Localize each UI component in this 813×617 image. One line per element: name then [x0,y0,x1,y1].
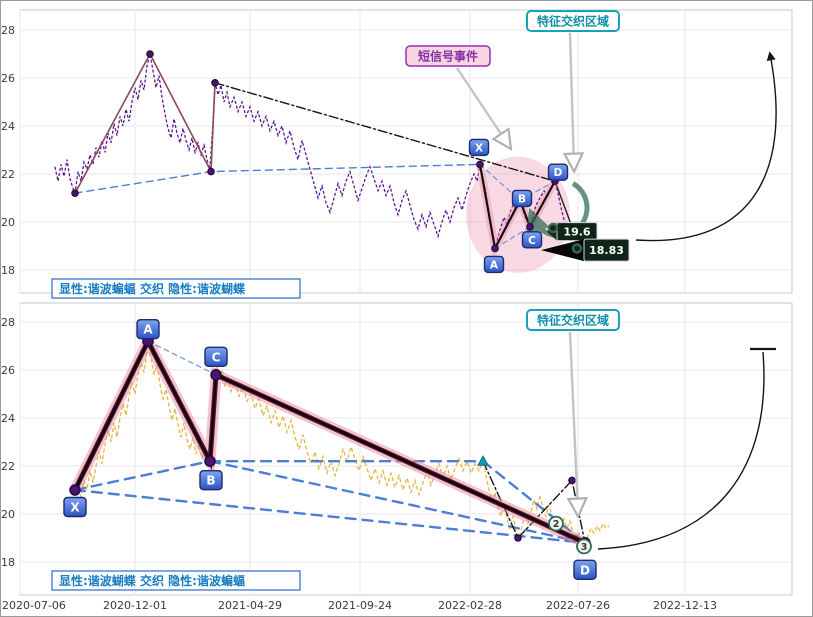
highlight-region [466,156,570,273]
triangle-marker [477,455,489,466]
annotation-text: 短信号事件 [418,49,478,64]
blueDashedThin-line [519,180,556,201]
pattern-label-B[interactable]: B [199,470,223,491]
pattern-label-X[interactable]: X [63,496,87,518]
dashDot-line [214,82,556,182]
pattern-label-text: D [554,167,563,179]
price-tag-text: 18.83 [589,244,624,257]
blueDashedBig-line [73,460,212,492]
guide-arrow [456,67,509,146]
legend-box: 显性:谐波蝴蝶 交织 隐性:谐波蝙蝠 [51,570,301,591]
signal-ring-marker [571,243,583,254]
plot-panel [19,302,793,596]
y-tick-label: 24 [1,120,15,133]
numbered-step-marker: 2 [548,515,564,532]
pattern-point-marker [204,455,216,467]
price-tag[interactable]: 18.83 [541,238,630,262]
point-marker [476,160,484,169]
y-tick-label: 18 [1,264,15,277]
pattern-point-marker [69,484,81,496]
x-tick-label: 2022-07-26 [546,599,610,612]
sms-event-label[interactable]: 短信号事件 [405,45,491,67]
pattern-label-A[interactable]: A [136,319,160,340]
y-tick-label: 18 [1,556,15,569]
x-tick-label: 2022-02-28 [438,599,502,612]
numbered-step-marker: 3 [576,538,592,555]
y-tick-label: 28 [1,316,15,329]
price-tag-text: 19.6 [563,226,590,239]
point-marker [526,223,534,231]
blueDashedBig-line [208,460,587,544]
pattern-label-B[interactable]: B [511,189,533,208]
pattern-label-text: X [70,501,80,515]
pattern-label-text: A [490,259,499,271]
point-marker [71,189,79,198]
pattern-label-text: B [206,474,215,488]
legend-text: 显性:谐波蝴蝶 交织 隐性:谐波蝙蝠 [59,573,245,588]
point-marker [207,167,215,176]
y-tick-label: 24 [1,412,15,425]
annotation-text: 特征交织区域 [537,313,609,328]
pattern-label-C[interactable]: C [204,346,228,367]
guide-arrow [570,331,578,513]
price-series [54,53,596,252]
point-marker [146,50,154,58]
point-marker [491,244,499,253]
step-number: 2 [553,519,560,530]
legend-box: 显性:谐波蝙蝠 交织 隐性:谐波蝴蝶 [51,278,301,299]
x-tick-label: 2022-12-13 [653,599,717,612]
x-tick-label: 2021-04-29 [218,599,282,612]
signal-ring-marker [547,222,559,234]
guide-arrow [570,32,574,168]
x-tick-label: 2020-07-06 [2,599,66,612]
pattern-point-marker [210,369,222,381]
feature-zone-label[interactable]: 特征交织区域 [526,10,620,32]
pattern-label-text: X [475,142,483,154]
point-marker [568,476,576,485]
y-tick-label: 22 [1,168,15,181]
y-tick-label: 26 [1,72,15,85]
point-marker [211,79,219,87]
blueDashedThin-line [147,340,217,376]
trend-curve-arrow [635,51,777,242]
x-tick-label: 2021-09-24 [328,599,392,612]
pattern-label-text: C [528,235,536,247]
pattern-label-text: C [212,350,221,364]
pattern-label-D[interactable]: D [547,163,569,181]
y-tick-label: 26 [1,364,15,377]
feature-zone-label[interactable]: 特征交织区域 [526,309,620,331]
trend-curve-arrow [597,351,765,550]
pattern-label-X[interactable]: X [468,138,490,157]
maroonThin-line [74,52,216,194]
x-tick-label: 2020-12-01 [103,599,167,612]
legend-text: 显性:谐波蝙蝠 交织 隐性:谐波蝴蝶 [59,281,246,296]
annotation-text: 特征交织区域 [537,14,609,29]
point-marker [514,534,522,542]
y-tick-label: 20 [1,216,15,229]
y-tick-label: 22 [1,460,15,473]
pattern-label-text: D [580,563,590,577]
blueDashedBig-line [73,488,587,544]
pattern-label-text: B [518,193,526,205]
step-number: 3 [581,542,588,553]
blueDashedThin-line [494,226,531,249]
pattern-label-A[interactable]: A [483,255,505,274]
pattern-label-C[interactable]: C [521,231,543,249]
y-tick-label: 28 [1,24,15,37]
pattern-label-D[interactable]: D [573,559,597,580]
y-tick-label: 20 [1,508,15,521]
pattern-label-text: A [143,323,153,337]
